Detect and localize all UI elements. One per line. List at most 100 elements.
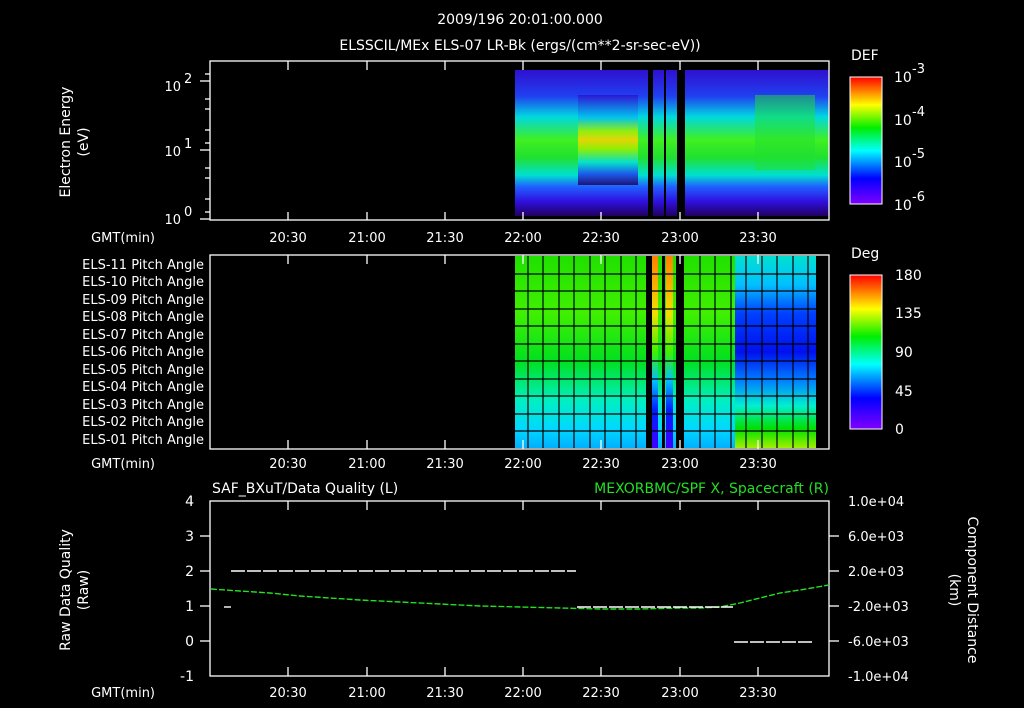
- svg-text:20:30: 20:30: [269, 231, 306, 246]
- data-gap: [648, 70, 653, 216]
- pitch-low-angle-region: [735, 256, 816, 448]
- svg-text:-6.0e+03: -6.0e+03: [848, 635, 909, 650]
- spectrogram-hot-region: [578, 95, 638, 185]
- svg-text:ELS-06 Pitch Angle: ELS-06 Pitch Angle: [82, 345, 204, 360]
- svg-text:90: 90: [895, 345, 913, 361]
- svg-text:1.0e+04: 1.0e+04: [848, 495, 904, 510]
- spacecraft-x-line: [210, 584, 830, 610]
- deg-colorbar-label: Deg: [851, 246, 879, 262]
- svg-text:21:30: 21:30: [426, 686, 463, 701]
- svg-text:10: 10: [894, 113, 912, 129]
- svg-text:21:00: 21:00: [348, 457, 385, 472]
- svg-text:ELS-07 Pitch Angle: ELS-07 Pitch Angle: [82, 328, 204, 343]
- svg-text:ELS-05 Pitch Angle: ELS-05 Pitch Angle: [82, 363, 204, 378]
- svg-text:21:30: 21:30: [426, 231, 463, 246]
- quality-x-tick-labels: 20:30 21:00 21:30 22:00 22:30 23:00 23:3…: [269, 686, 776, 701]
- svg-text:6.0e+03: 6.0e+03: [848, 530, 904, 545]
- quality-x-label: GMT(min): [91, 686, 155, 701]
- data-quality-series: [224, 570, 813, 643]
- svg-text:10: 10: [164, 145, 181, 160]
- quality-left-y-axis: 4 3 2 1 0 -1: [180, 494, 210, 685]
- svg-text:20:30: 20:30: [269, 457, 306, 472]
- svg-text:22:00: 22:00: [504, 457, 541, 472]
- svg-text:1: 1: [185, 599, 194, 615]
- svg-text:0: 0: [895, 422, 904, 438]
- svg-text:-3: -3: [912, 62, 925, 77]
- quality-axes-frame: [209, 500, 830, 677]
- svg-text:22:30: 22:30: [582, 686, 619, 701]
- svg-text:1: 1: [184, 137, 192, 152]
- svg-text:10: 10: [164, 80, 181, 95]
- svg-text:4: 4: [185, 494, 194, 510]
- svg-text:ELS-11 Pitch Angle: ELS-11 Pitch Angle: [82, 258, 204, 273]
- svg-text:21:00: 21:00: [348, 231, 385, 246]
- data-gap: [646, 256, 652, 448]
- svg-text:ELS-09 Pitch Angle: ELS-09 Pitch Angle: [82, 293, 204, 308]
- svg-text:-6: -6: [912, 190, 925, 205]
- data-quality-panel: SAF_BXuT/Data Quality (L) MEXORBMC/SPF X…: [58, 481, 980, 701]
- svg-text:-5: -5: [912, 147, 925, 162]
- energy-x-tick-labels: 20:30 21:00 21:30 22:00 22:30 23:00 23:3…: [269, 231, 776, 246]
- svg-text:22:00: 22:00: [504, 686, 541, 701]
- svg-text:23:00: 23:00: [661, 231, 698, 246]
- distance-y-label: Component Distance: [964, 517, 980, 664]
- pitch-row-labels: ELS-11 Pitch Angle ELS-10 Pitch Angle EL…: [82, 258, 204, 448]
- svg-text:10: 10: [894, 155, 912, 171]
- energy-y-axis: 10 2 10 1 10 0: [164, 72, 210, 228]
- quality-y-unit: (Raw): [76, 570, 92, 610]
- pitch-axes-frame: [209, 254, 830, 450]
- svg-text:-1.0e+04: -1.0e+04: [848, 670, 909, 685]
- energy-x-label: GMT(min): [91, 231, 155, 246]
- svg-text:0: 0: [185, 634, 194, 650]
- svg-text:23:30: 23:30: [739, 231, 776, 246]
- svg-text:45: 45: [895, 384, 913, 400]
- data-gap: [676, 256, 684, 448]
- svg-text:22:00: 22:00: [504, 231, 541, 246]
- svg-text:20:30: 20:30: [269, 686, 306, 701]
- svg-text:ELS-04 Pitch Angle: ELS-04 Pitch Angle: [82, 380, 204, 395]
- svg-text:21:30: 21:30: [426, 457, 463, 472]
- pitch-x-tick-labels: 20:30 21:00 21:30 22:00 22:30 23:00 23:3…: [269, 457, 776, 472]
- svg-text:-2.0e+03: -2.0e+03: [848, 600, 909, 615]
- pitch-grid: [515, 256, 816, 448]
- svg-text:ELS-08 Pitch Angle: ELS-08 Pitch Angle: [82, 310, 204, 325]
- svg-text:0: 0: [184, 205, 192, 220]
- svg-text:10: 10: [894, 198, 912, 214]
- distance-y-unit: (km): [946, 574, 962, 607]
- quality-y-label: Raw Data Quality: [58, 529, 74, 651]
- svg-text:180: 180: [895, 268, 922, 284]
- svg-text:22:30: 22:30: [582, 231, 619, 246]
- pitch-angle-panel: ELS-11 Pitch Angle ELS-10 Pitch Angle EL…: [82, 246, 922, 472]
- svg-text:23:00: 23:00: [661, 686, 698, 701]
- distance-right-y-axis: 1.0e+04 6.0e+03 2.0e+03 -2.0e+03 -6.0e+0…: [829, 495, 909, 685]
- svg-text:10: 10: [164, 213, 181, 228]
- svg-text:22:30: 22:30: [582, 457, 619, 472]
- svg-text:ELS-02 Pitch Angle: ELS-02 Pitch Angle: [82, 415, 204, 430]
- energy-spectrogram-panel: 10 2 10 1 10 0 Electron Energy (eV): [58, 48, 925, 246]
- svg-text:23:00: 23:00: [661, 457, 698, 472]
- svg-text:ELS-03 Pitch Angle: ELS-03 Pitch Angle: [82, 398, 204, 413]
- svg-text:10: 10: [894, 70, 912, 86]
- svg-text:3: 3: [185, 529, 194, 545]
- energy-y-unit: (eV): [76, 127, 92, 156]
- data-gap: [677, 70, 685, 216]
- svg-text:ELS-01 Pitch Angle: ELS-01 Pitch Angle: [82, 433, 204, 448]
- deg-colorbar: Deg 180 135 90 45 0: [849, 246, 922, 438]
- energy-axes-frame: [209, 60, 830, 221]
- pitch-x-label: GMT(min): [91, 457, 155, 472]
- svg-text:2: 2: [185, 564, 194, 580]
- def-colorbar: DEF 10-3 10-4 10-5 10-6: [849, 48, 925, 214]
- svg-text:23:30: 23:30: [739, 457, 776, 472]
- svg-text:21:00: 21:00: [348, 686, 385, 701]
- svg-text:2.0e+03: 2.0e+03: [848, 565, 904, 580]
- svg-text:135: 135: [895, 306, 922, 322]
- energy-y-label: Electron Energy: [58, 87, 74, 198]
- svg-text:23:30: 23:30: [739, 686, 776, 701]
- plot-title: ELSSCIL/MEx ELS-07 LR-Bk (ergs/(cm**2-sr…: [339, 38, 700, 54]
- def-colorbar-label: DEF: [851, 48, 879, 64]
- plot-datetime: 2009/196 20:01:00.000: [437, 12, 603, 28]
- energy-x-ticks: [287, 61, 759, 220]
- svg-text:ELS-10 Pitch Angle: ELS-10 Pitch Angle: [82, 275, 204, 290]
- panel3-left-title: SAF_BXuT/Data Quality (L): [212, 481, 398, 497]
